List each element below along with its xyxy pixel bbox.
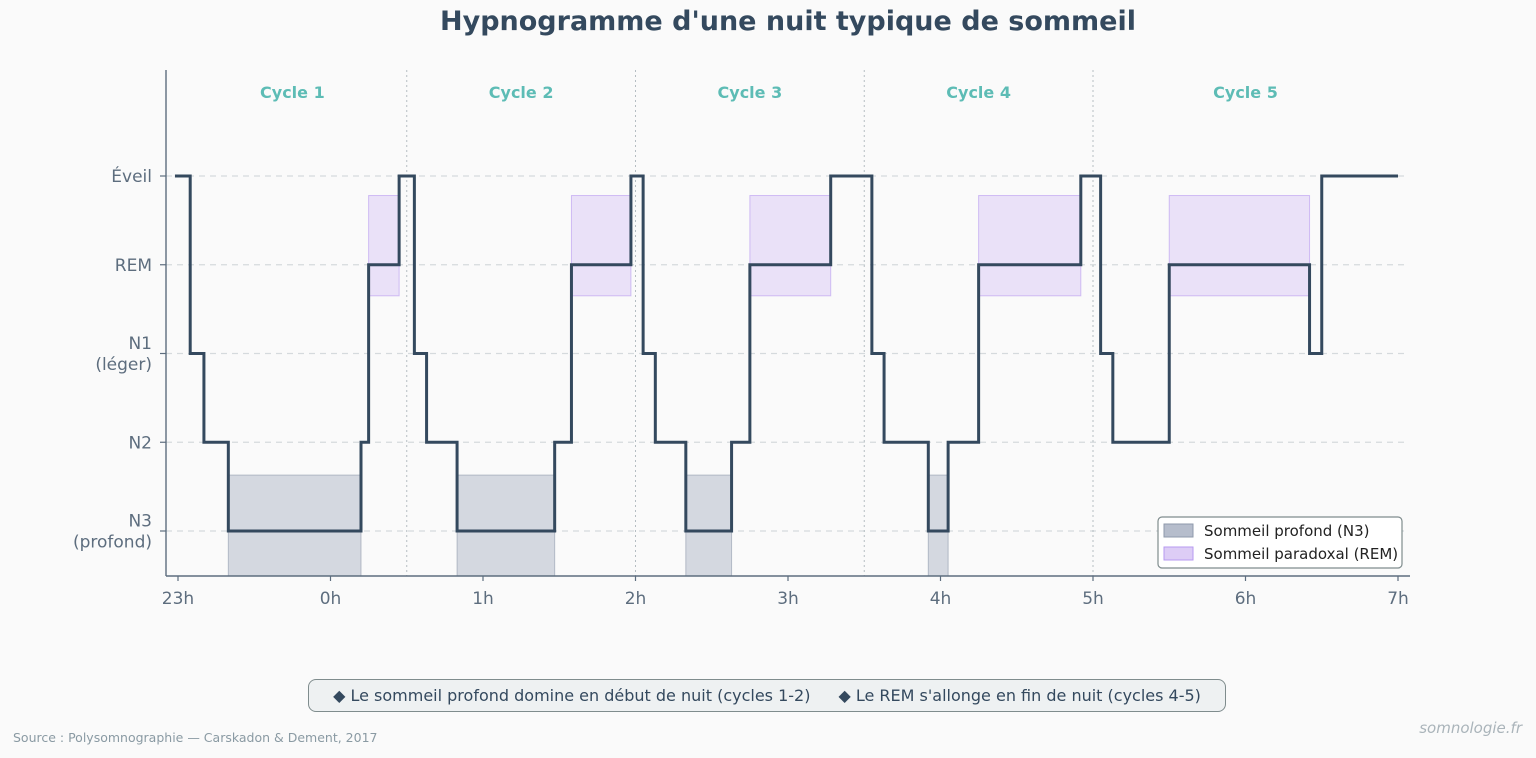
rem-region: [978, 195, 1082, 297]
chart-title: Hypnogramme d'une nuit typique de sommei…: [440, 6, 1136, 37]
legend-label: Sommeil paradoxal (REM): [1204, 545, 1398, 563]
y-tick-label: (léger): [95, 355, 152, 375]
x-tick-label: 7h: [1387, 589, 1409, 609]
cycle-labels: Cycle 1 Cycle 2 Cycle 3 Cycle 4 Cycle 5: [260, 83, 1278, 102]
x-axis-ticks: 23h 0h 1h 2h 3h 4h 5h 6h 7h: [162, 576, 1409, 609]
shaded-regions: [227, 195, 1311, 577]
x-tick-label: 23h: [162, 589, 194, 609]
note-deep-sleep: ◆ Le sommeil profond domine en début de …: [333, 686, 811, 705]
legend-swatch: [1163, 546, 1194, 561]
brand-watermark: somnologie.fr: [1419, 719, 1522, 737]
x-tick-label: 0h: [320, 589, 342, 609]
n3-region: [927, 474, 949, 577]
cycle-boundaries: [406, 70, 1094, 576]
x-tick-label: 5h: [1082, 589, 1104, 609]
rem-region: [570, 195, 632, 297]
legend-label: Sommeil profond (N3): [1204, 522, 1370, 540]
y-tick-label: N1: [128, 334, 152, 354]
rem-region: [749, 195, 832, 297]
x-tick-label: 1h: [472, 589, 494, 609]
note-rem: ◆ Le REM s'allonge en fin de nuit (cycle…: [838, 686, 1201, 705]
cycle-label: Cycle 2: [489, 83, 554, 102]
y-tick-label: N3: [128, 512, 152, 532]
cycle-label: Cycle 1: [260, 83, 325, 102]
cycle-label: Cycle 5: [1213, 83, 1278, 102]
hypnogram-series: [174, 174, 1398, 533]
x-tick-label: 4h: [930, 589, 952, 609]
y-tick-label: (profond): [73, 533, 152, 553]
n3-region: [227, 474, 362, 577]
legend-box: [1157, 516, 1403, 569]
y-tick-label: N2: [128, 433, 152, 453]
y-tick-label: Éveil: [111, 165, 152, 187]
n3-region: [456, 474, 556, 577]
n3-region: [685, 474, 733, 577]
hypnogram-line: [174, 174, 1398, 533]
x-tick-label: 6h: [1235, 589, 1257, 609]
cycle-label: Cycle 3: [718, 83, 783, 102]
cycle-label: Cycle 4: [946, 83, 1011, 102]
legend: Sommeil profond (N3) Sommeil paradoxal (R…: [1157, 516, 1403, 569]
y-axis-ticks: Éveil REM N1(léger) N2 N3(profond): [73, 165, 166, 553]
legend-swatch: [1163, 523, 1194, 538]
x-tick-label: 3h: [777, 589, 799, 609]
y-tick-label: REM: [115, 256, 152, 276]
x-tick-label: 2h: [625, 589, 647, 609]
key-findings-box: ◆ Le sommeil profond domine en début de …: [308, 679, 1226, 712]
source-note: Source : Polysomnographie — Carskadon & …: [13, 730, 378, 745]
rem-region: [368, 195, 400, 297]
rem-region: [1168, 195, 1311, 297]
hypnogram-chart: Cycle 1 Cycle 2 Cycle 3 Cycle 4 Cycle 5 23h 0…: [73, 70, 1410, 609]
